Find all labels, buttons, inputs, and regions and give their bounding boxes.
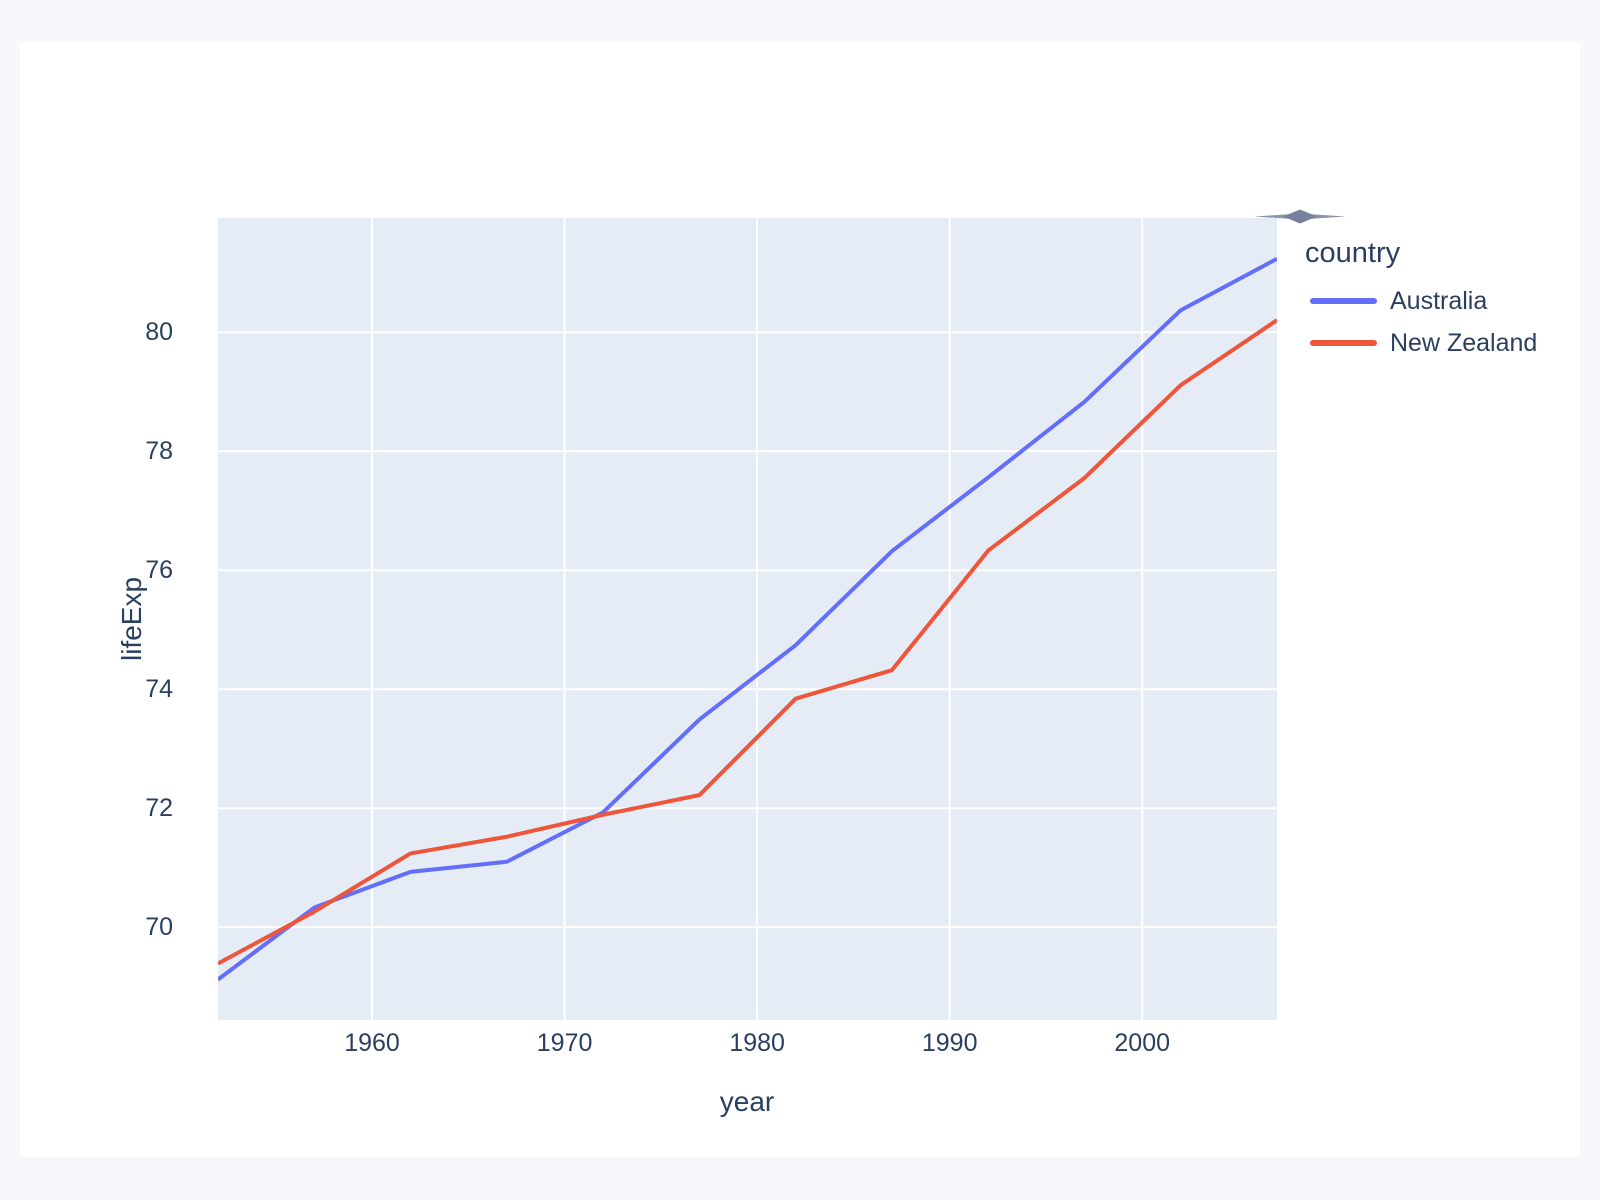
y-tick-label-76: 76 <box>145 556 173 585</box>
x-tick-label-1990: 1990 <box>921 1029 978 1057</box>
y-tick-label-78: 78 <box>145 437 173 466</box>
y-tick-label-72: 72 <box>145 794 173 823</box>
diamond-handle-icon[interactable] <box>1252 208 1348 225</box>
legend-title: country <box>1305 237 1401 269</box>
legend-swatch-icon <box>1310 298 1377 304</box>
y-tick-label-80: 80 <box>145 318 173 347</box>
legend-swatch-icon <box>1310 340 1377 346</box>
x-tick-label-1980: 1980 <box>729 1029 785 1057</box>
y-tick-label-74: 74 <box>145 675 173 704</box>
line-australia[interactable] <box>218 256 1277 982</box>
legend-item-label: New Zealand <box>1390 328 1538 357</box>
line-new-zealand[interactable] <box>218 318 1277 966</box>
x-tick-label-2000: 2000 <box>1114 1029 1171 1057</box>
legend: country Australia New Zealand <box>1305 236 1537 364</box>
legend-item-new-zealand[interactable]: New Zealand <box>1305 322 1537 364</box>
x-tick-label-1960: 1960 <box>344 1029 400 1057</box>
y-axis-title: lifeExp <box>116 576 147 662</box>
gridlines <box>218 218 1277 1020</box>
chart-card: 1960 1970 1980 1990 2000 70 72 74 76 78 80 year l… <box>20 42 1580 1157</box>
chart-canvas[interactable] <box>218 218 1277 1020</box>
plot-area[interactable] <box>218 218 1277 1020</box>
x-axis-title: year <box>719 1086 775 1117</box>
x-tick-label-1970: 1970 <box>536 1029 593 1057</box>
legend-item-australia[interactable]: Australia <box>1305 280 1537 322</box>
y-tick-label-70: 70 <box>145 913 173 942</box>
legend-item-label: Australia <box>1390 286 1488 315</box>
